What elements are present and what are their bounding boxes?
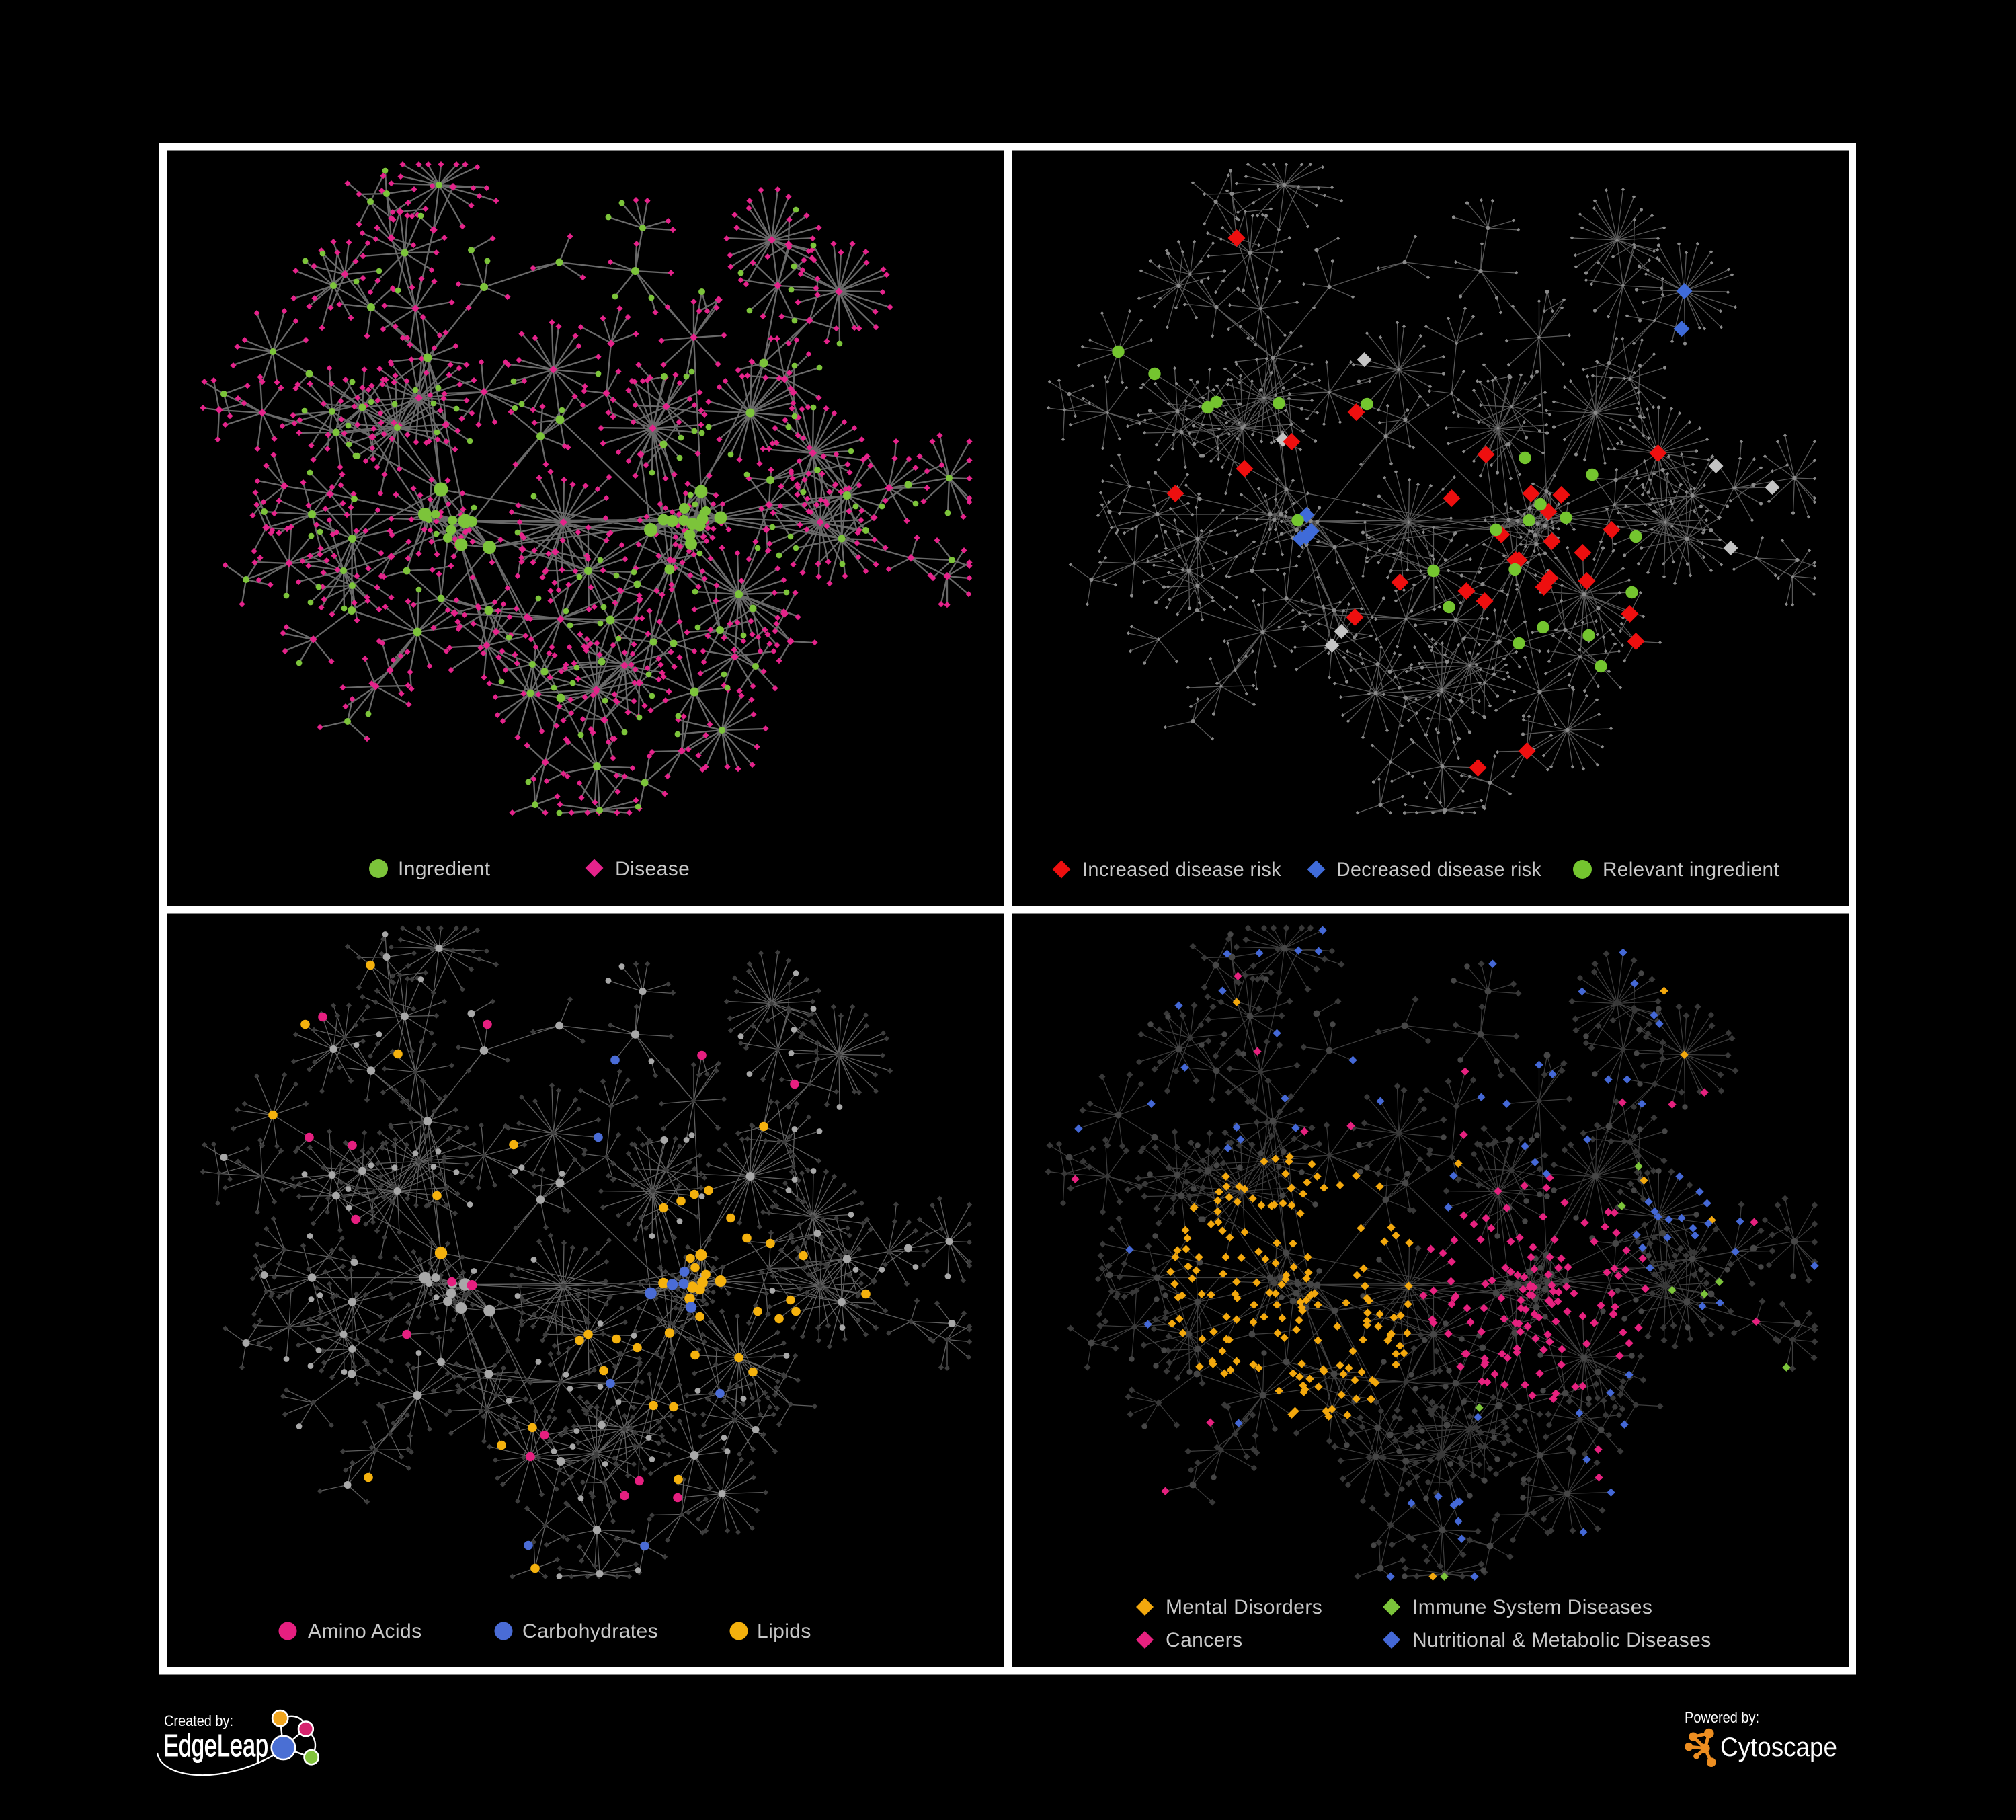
svg-text:EdgeLeap: EdgeLeap (163, 1728, 268, 1763)
svg-text:Amino Acids: Amino Acids (308, 1620, 421, 1643)
svg-text:Created by:: Created by: (164, 1712, 233, 1729)
svg-text:Immune System Diseases: Immune System Diseases (1412, 1596, 1652, 1618)
svg-text:Carbohydrates: Carbohydrates (522, 1620, 658, 1643)
svg-text:Cytoscape: Cytoscape (1720, 1733, 1837, 1762)
svg-text:Ingredient: Ingredient (398, 858, 491, 880)
svg-text:Mental Disorders: Mental Disorders (1166, 1596, 1322, 1618)
svg-text:Nutritional & Metabolic Diseas: Nutritional & Metabolic Diseases (1412, 1629, 1711, 1651)
svg-text:Powered by:: Powered by: (1685, 1709, 1759, 1726)
svg-text:Disease: Disease (615, 858, 690, 880)
svg-text:Cancers: Cancers (1166, 1629, 1243, 1651)
svg-text:Increased disease risk: Increased disease risk (1082, 859, 1282, 881)
svg-text:Lipids: Lipids (757, 1620, 811, 1643)
svg-text:Relevant ingredient: Relevant ingredient (1603, 859, 1779, 881)
svg-text:Decreased disease risk: Decreased disease risk (1336, 859, 1542, 881)
